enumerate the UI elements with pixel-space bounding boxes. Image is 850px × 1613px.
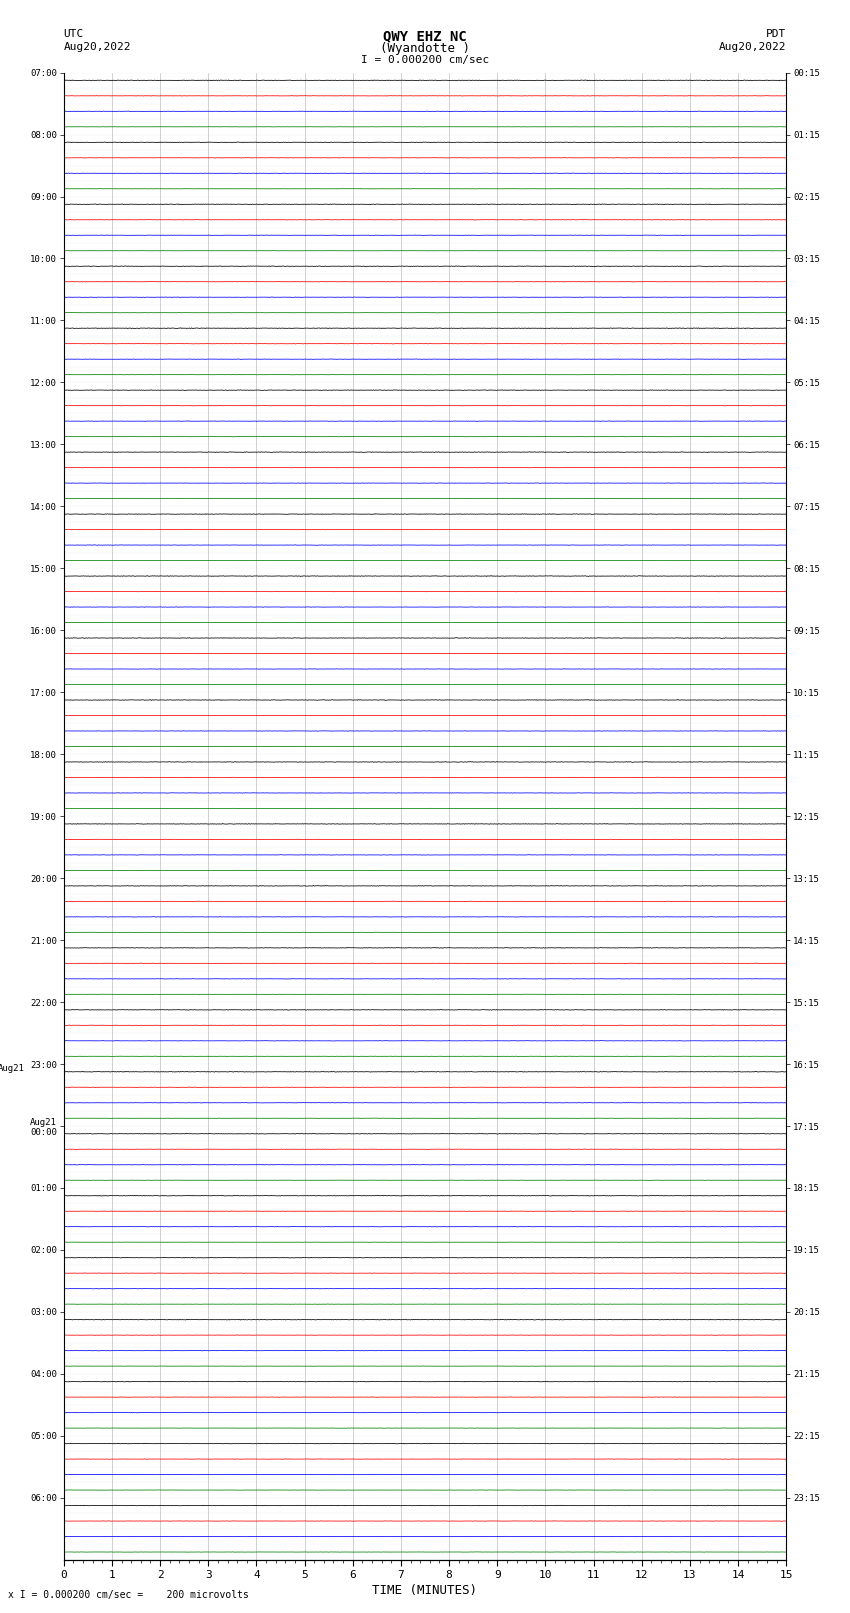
Text: I = 0.000200 cm/sec: I = 0.000200 cm/sec: [361, 55, 489, 65]
X-axis label: TIME (MINUTES): TIME (MINUTES): [372, 1584, 478, 1597]
Text: QWY EHZ NC: QWY EHZ NC: [383, 29, 467, 44]
Text: (Wyandotte ): (Wyandotte ): [380, 42, 470, 55]
Text: x I = 0.000200 cm/sec =    200 microvolts: x I = 0.000200 cm/sec = 200 microvolts: [8, 1590, 249, 1600]
Text: Aug21: Aug21: [0, 1065, 26, 1073]
Text: Aug20,2022: Aug20,2022: [719, 42, 786, 52]
Text: PDT: PDT: [766, 29, 786, 39]
Text: UTC: UTC: [64, 29, 84, 39]
Text: Aug20,2022: Aug20,2022: [64, 42, 131, 52]
